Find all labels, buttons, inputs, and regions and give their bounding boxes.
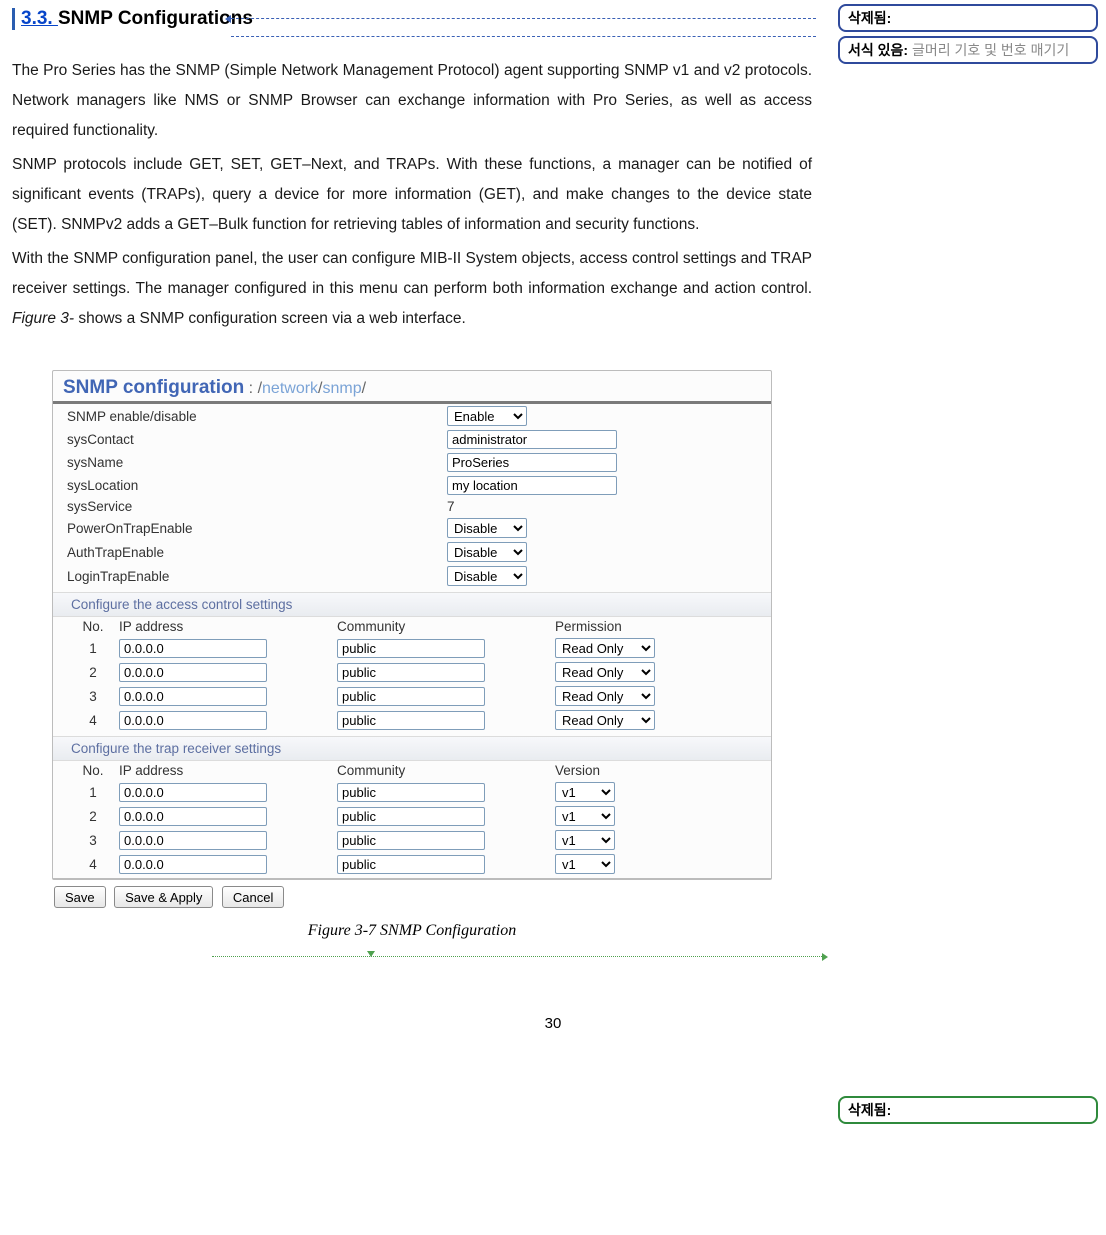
- access-table-row: 3 Read Only: [53, 684, 771, 708]
- access-table-row: 1 Read Only: [53, 636, 771, 660]
- input-sysname[interactable]: [447, 453, 617, 472]
- access-permission-select[interactable]: Read Only: [555, 710, 655, 730]
- trap-version-select[interactable]: v1: [555, 806, 615, 826]
- trap-ip-input[interactable]: [119, 807, 267, 826]
- trap-community-input[interactable]: [337, 831, 485, 850]
- access-community-input[interactable]: [337, 639, 485, 658]
- trap-table-row: 3 v1: [53, 828, 771, 852]
- save-apply-button[interactable]: Save & Apply: [114, 886, 213, 908]
- label-logintrap: LoginTrapEnable: [67, 569, 447, 584]
- comment-connector-bottom: [212, 956, 822, 967]
- select-powerontrap[interactable]: Disable: [447, 518, 527, 538]
- trap-ip-input[interactable]: [119, 855, 267, 874]
- snmp-screenshot: SNMP configuration : /network/snmp/ SNMP…: [52, 370, 772, 940]
- access-row-no: 3: [67, 689, 119, 704]
- access-permission-select[interactable]: Read Only: [555, 638, 655, 658]
- access-row-no: 1: [67, 641, 119, 656]
- label-sysservice: sysService: [67, 499, 447, 514]
- value-sysservice: 7: [447, 499, 455, 514]
- access-ip-input[interactable]: [119, 687, 267, 706]
- trap-table-row: 4 v1: [53, 852, 771, 876]
- label-snmp-enable: SNMP enable/disable: [67, 409, 447, 424]
- section-access-control: Configure the access control settings: [53, 592, 771, 617]
- select-logintrap[interactable]: Disable: [447, 566, 527, 586]
- heading-text: SNMP Configurations: [58, 8, 253, 29]
- access-table-header: No. IP address Community Permission: [53, 617, 771, 636]
- trap-table-header: No. IP address Community Version: [53, 761, 771, 780]
- section-trap-receiver: Configure the trap receiver settings: [53, 736, 771, 761]
- trap-row-no: 3: [67, 833, 119, 848]
- heading-number-link[interactable]: 3.3.: [21, 8, 58, 29]
- panel-title-row: SNMP configuration : /network/snmp/: [53, 371, 771, 404]
- comment-deleted-top: 삭제됨:: [838, 4, 1098, 32]
- save-button[interactable]: Save: [54, 886, 106, 908]
- trap-row-no: 1: [67, 785, 119, 800]
- label-authtrap: AuthTrapEnable: [67, 545, 447, 560]
- access-ip-input[interactable]: [119, 711, 267, 730]
- trap-version-select[interactable]: v1: [555, 854, 615, 874]
- access-ip-input[interactable]: [119, 663, 267, 682]
- paragraph-3: With the SNMP configuration panel, the u…: [12, 244, 812, 334]
- access-community-input[interactable]: [337, 687, 485, 706]
- trap-community-input[interactable]: [337, 855, 485, 874]
- trap-community-input[interactable]: [337, 783, 485, 802]
- trap-row-no: 4: [67, 857, 119, 872]
- trap-table-row: 2 v1: [53, 804, 771, 828]
- page-number: 30: [12, 967, 1094, 1032]
- comment-connector-1: [231, 18, 816, 37]
- figure-caption: Figure 3-7 SNMP Configuration: [52, 922, 772, 940]
- comment-deleted-bottom: 삭제됨:: [838, 1096, 1098, 1124]
- access-table-row: 4 Read Only: [53, 708, 771, 732]
- select-authtrap[interactable]: Disable: [447, 542, 527, 562]
- trap-version-select[interactable]: v1: [555, 830, 615, 850]
- trap-version-select[interactable]: v1: [555, 782, 615, 802]
- access-row-no: 2: [67, 665, 119, 680]
- access-community-input[interactable]: [337, 663, 485, 682]
- access-ip-input[interactable]: [119, 639, 267, 658]
- cancel-button[interactable]: Cancel: [222, 886, 284, 908]
- label-syscontact: sysContact: [67, 432, 447, 447]
- trap-table-row: 1 v1: [53, 780, 771, 804]
- trap-ip-input[interactable]: [119, 831, 267, 850]
- label-syslocation: sysLocation: [67, 478, 447, 493]
- access-permission-select[interactable]: Read Only: [555, 686, 655, 706]
- access-table-row: 2 Read Only: [53, 660, 771, 684]
- access-row-no: 4: [67, 713, 119, 728]
- trap-row-no: 2: [67, 809, 119, 824]
- select-snmp-enable[interactable]: Enable: [447, 406, 527, 426]
- trap-ip-input[interactable]: [119, 783, 267, 802]
- trap-community-input[interactable]: [337, 807, 485, 826]
- input-syscontact[interactable]: [447, 430, 617, 449]
- input-syslocation[interactable]: [447, 476, 617, 495]
- panel-title: SNMP configuration: [63, 377, 244, 398]
- paragraph-1: The Pro Series has the SNMP (Simple Netw…: [12, 56, 812, 146]
- comment-connector-2: [231, 36, 816, 38]
- label-powerontrap: PowerOnTrapEnable: [67, 521, 447, 536]
- access-permission-select[interactable]: Read Only: [555, 662, 655, 682]
- access-community-input[interactable]: [337, 711, 485, 730]
- comment-format: 서식 있음: 글머리 기호 및 번호 매기기: [838, 36, 1098, 64]
- label-sysname: sysName: [67, 455, 447, 470]
- paragraph-2: SNMP protocols include GET, SET, GET–Nex…: [12, 150, 812, 240]
